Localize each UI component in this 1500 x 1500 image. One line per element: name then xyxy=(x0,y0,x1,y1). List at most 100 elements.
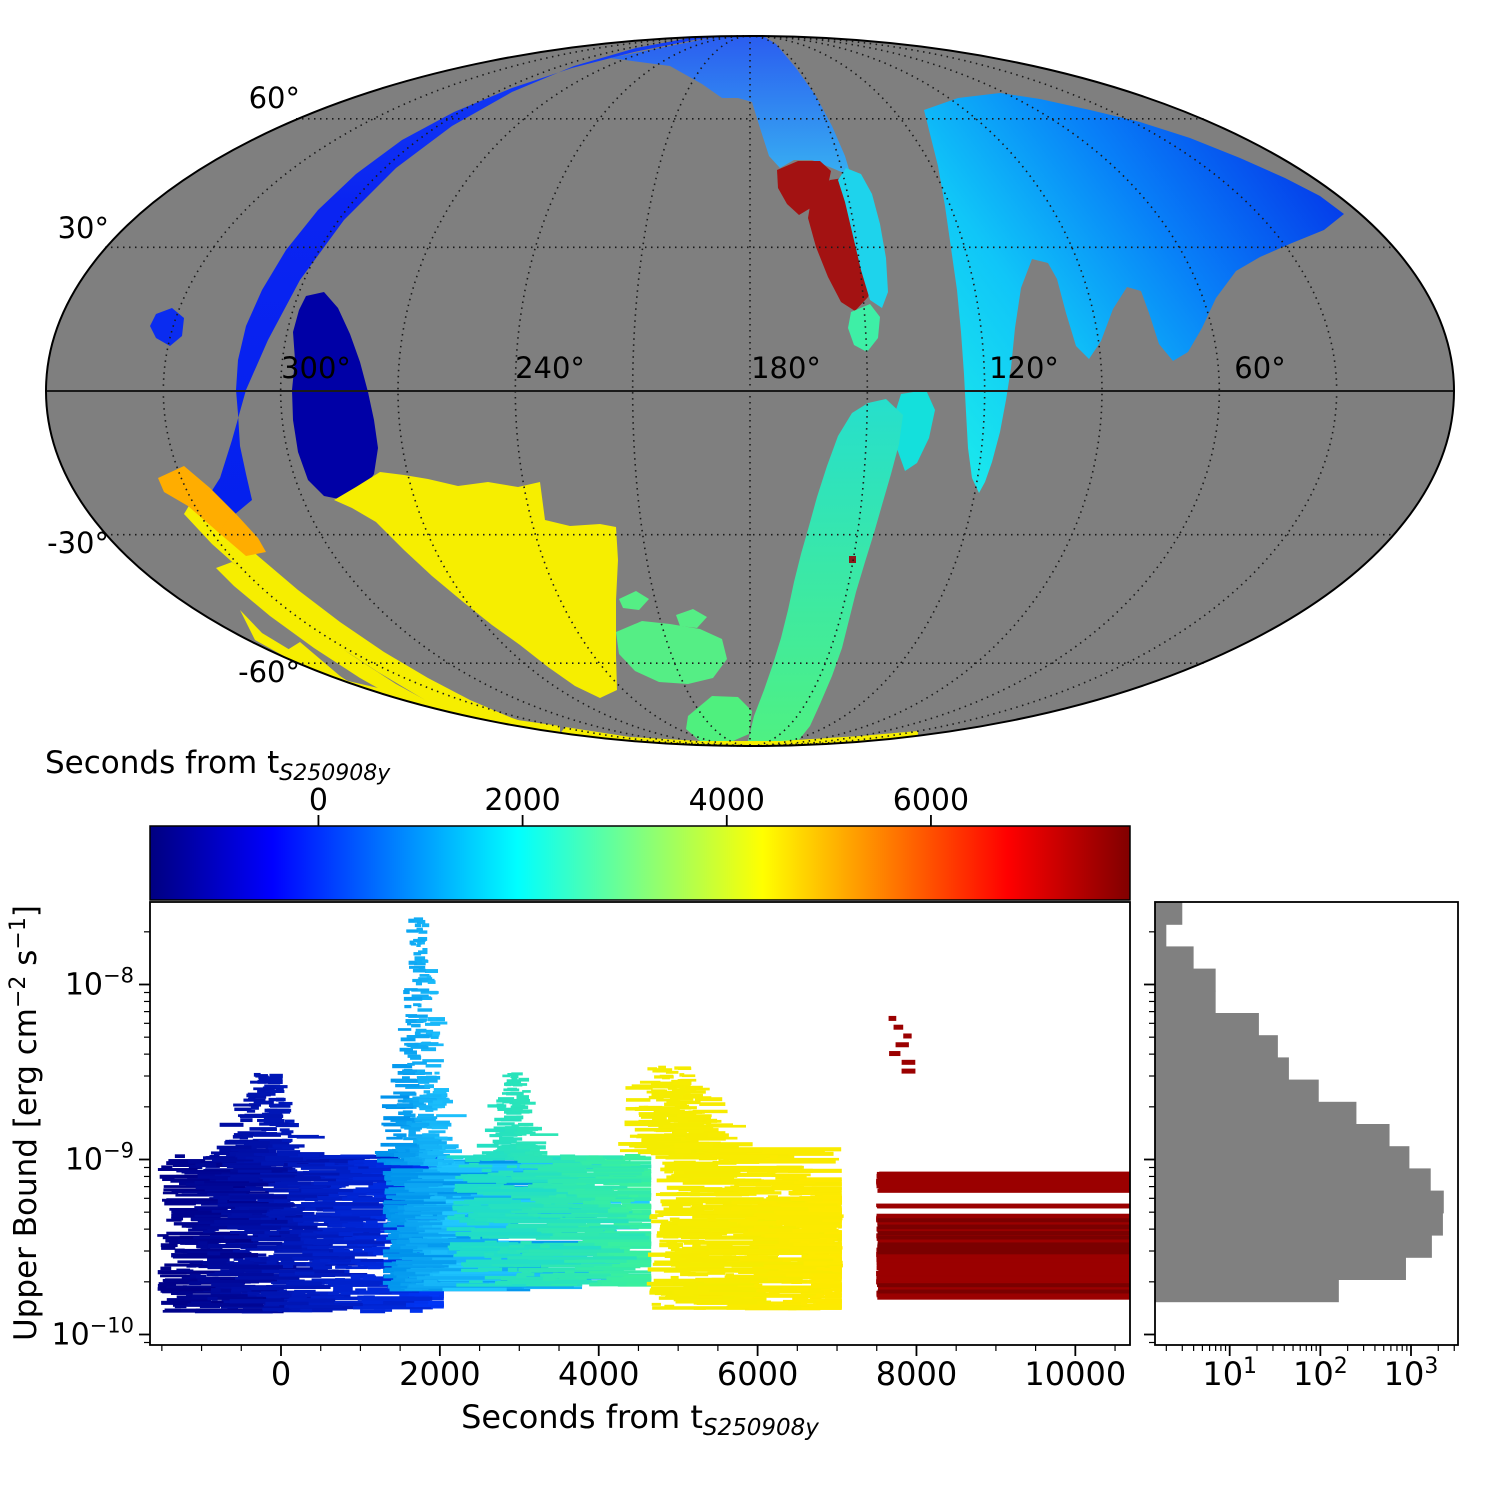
segment xyxy=(397,1272,434,1277)
segment xyxy=(435,1161,443,1165)
meridian-line xyxy=(749,35,1103,747)
segment xyxy=(388,1143,417,1147)
segment xyxy=(666,1100,676,1104)
segment xyxy=(838,1288,842,1292)
segment xyxy=(336,1210,392,1215)
x-tick-label: 8000 xyxy=(876,1355,957,1393)
segment xyxy=(494,1117,506,1122)
segment xyxy=(383,1274,397,1279)
segment-stripe xyxy=(877,1250,1130,1255)
segment xyxy=(650,1113,680,1118)
segment xyxy=(187,1159,201,1164)
segment xyxy=(673,1081,692,1085)
segment xyxy=(303,1240,385,1245)
segment xyxy=(191,1301,212,1305)
segment xyxy=(696,1224,770,1228)
segment xyxy=(460,1174,485,1178)
segment xyxy=(483,1154,508,1159)
segment xyxy=(764,1233,842,1238)
segment xyxy=(670,1262,764,1267)
segment xyxy=(685,1088,697,1092)
segment xyxy=(405,1244,428,1248)
segment xyxy=(160,1243,178,1248)
segment xyxy=(651,1281,760,1287)
segment xyxy=(535,1199,588,1204)
segment xyxy=(554,1232,600,1237)
segment xyxy=(653,1128,690,1132)
segment xyxy=(516,1095,529,1100)
patch-green-2 xyxy=(676,609,707,628)
colorbar-gradient xyxy=(149,825,1131,901)
hist-bar xyxy=(1155,1168,1431,1192)
segment xyxy=(733,1233,743,1237)
segment xyxy=(230,1148,269,1152)
segment xyxy=(426,975,432,979)
segment xyxy=(292,1217,317,1221)
segment-stripe xyxy=(877,1224,1130,1229)
segment xyxy=(461,1262,480,1266)
hist-bar xyxy=(1155,902,1183,925)
segment xyxy=(160,1274,197,1278)
segment xyxy=(257,1118,266,1122)
segment xyxy=(720,1187,820,1191)
segment xyxy=(161,1246,176,1250)
segment xyxy=(532,1182,552,1187)
colorbar-tick-label: 4000 xyxy=(689,783,765,818)
segment xyxy=(402,1076,410,1081)
segment xyxy=(266,1076,273,1081)
segment xyxy=(261,1269,345,1274)
segment xyxy=(658,1065,666,1070)
segment xyxy=(401,1256,433,1260)
segment xyxy=(283,1207,304,1212)
segment xyxy=(470,1214,539,1219)
segment xyxy=(406,1042,419,1047)
segment xyxy=(322,1199,336,1204)
segment xyxy=(431,1196,444,1201)
segment xyxy=(399,1047,414,1052)
segment xyxy=(421,1047,437,1052)
segment xyxy=(454,1214,465,1218)
segment xyxy=(227,1177,259,1182)
patch-lightblue-top xyxy=(610,36,851,176)
segment xyxy=(177,1260,204,1264)
segment xyxy=(520,1241,532,1245)
segment xyxy=(355,1223,389,1229)
segment xyxy=(705,1151,747,1156)
segment xyxy=(284,1305,343,1309)
segment xyxy=(418,1105,442,1109)
segment xyxy=(258,1077,265,1081)
segment xyxy=(476,1143,499,1148)
segment xyxy=(264,1157,303,1161)
segment xyxy=(511,1072,523,1076)
segment xyxy=(685,1257,740,1262)
segment xyxy=(193,1236,224,1241)
segment xyxy=(323,1220,364,1225)
x-tick-label: 6000 xyxy=(717,1355,798,1393)
segment xyxy=(879,1270,1130,1276)
segment xyxy=(694,1097,723,1102)
colorbar-title: Seconds from tS250908y xyxy=(45,745,391,786)
segment xyxy=(269,1073,283,1078)
segment xyxy=(416,1136,439,1141)
segment xyxy=(659,1243,683,1248)
colorbar-tick-label: 2000 xyxy=(484,783,560,818)
segment xyxy=(265,1178,336,1182)
segment xyxy=(683,1232,727,1236)
segment xyxy=(260,1217,272,1222)
segment xyxy=(166,1198,252,1202)
segment xyxy=(718,1159,730,1164)
segment xyxy=(431,1250,448,1254)
segment xyxy=(364,1230,399,1233)
segment xyxy=(881,1184,1130,1190)
segment xyxy=(679,1259,691,1263)
segment xyxy=(273,1253,339,1258)
segment xyxy=(811,1295,825,1299)
segment xyxy=(668,1116,705,1121)
segment xyxy=(313,1231,352,1235)
segment xyxy=(194,1180,205,1185)
segment xyxy=(692,1109,728,1114)
segment xyxy=(268,1080,283,1085)
segment xyxy=(232,1135,244,1139)
segment xyxy=(431,1017,437,1021)
